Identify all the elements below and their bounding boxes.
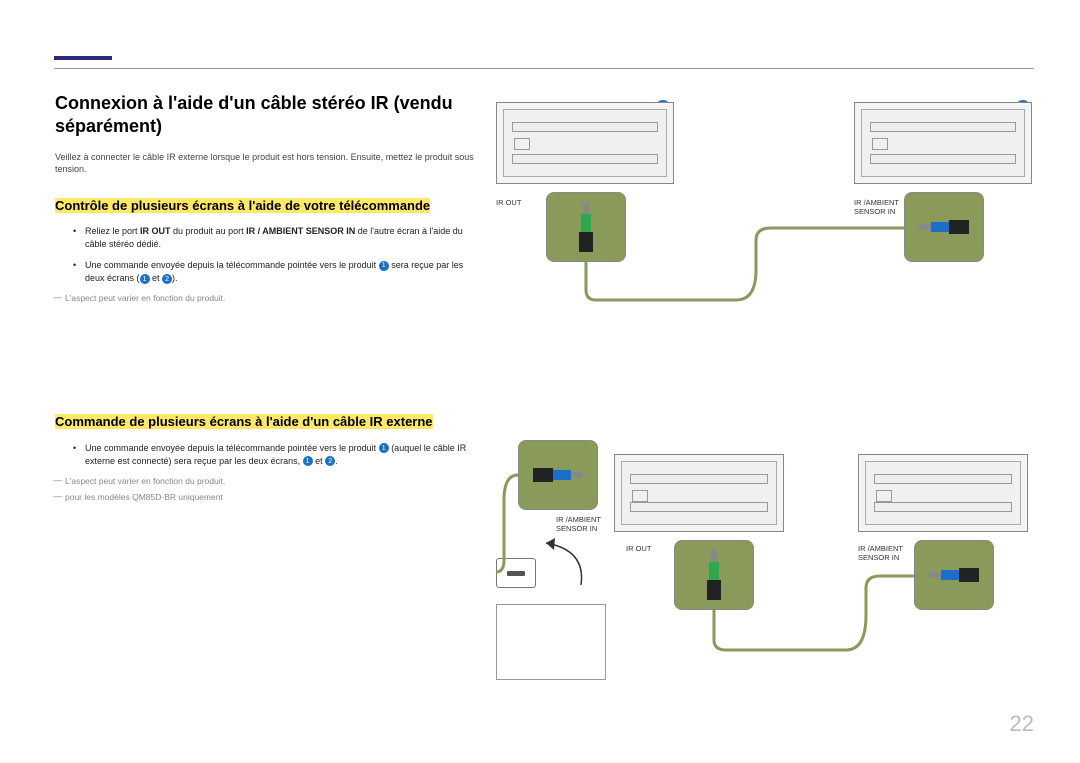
section1-item-2: Une commande envoyée depuis la télécomma… (73, 259, 485, 285)
diagram-2: 1 2 IR /AMBIENT SENSOR IN IR OUT IR /AMB… (496, 440, 1036, 700)
header-divider (54, 68, 1034, 69)
badge-2-icon: 2 (325, 456, 335, 466)
section2-heading: Commande de plusieurs écrans à l'aide d'… (55, 413, 485, 431)
section2-footnote-2: pour les modèles QM85D-BR uniquement (55, 492, 485, 502)
cable-2 (496, 440, 1036, 680)
cable-1 (496, 100, 1036, 310)
section2-list: Une commande envoyée depuis la télécomma… (55, 442, 485, 468)
section1-heading: Contrôle de plusieurs écrans à l'aide de… (55, 197, 485, 215)
text-column: Connexion à l'aide d'un câble stéréo IR … (55, 92, 485, 502)
intro-note: Veillez à connecter le câble IR externe … (55, 151, 485, 175)
page-title: Connexion à l'aide d'un câble stéréo IR … (55, 92, 485, 139)
badge-2-icon: 2 (162, 274, 172, 284)
section1-item-1: Reliez le port IR OUT du produit au port… (73, 225, 485, 251)
badge-1-icon: 1 (140, 274, 150, 284)
badge-1-icon: 1 (303, 456, 313, 466)
badge-1-icon: 1 (379, 443, 389, 453)
section1-list: Reliez le port IR OUT du produit au port… (55, 225, 485, 285)
header-rule (54, 56, 112, 60)
diagram-1: 1 2 IR OUT IR /AMBIENT SENSOR IN (496, 100, 1036, 310)
section2-item-1: Une commande envoyée depuis la télécomma… (73, 442, 485, 468)
section2-footnote-1: L'aspect peut varier en fonction du prod… (55, 476, 485, 486)
section1-footnote: L'aspect peut varier en fonction du prod… (55, 293, 485, 303)
badge-1-icon: 1 (379, 261, 389, 271)
page-number: 22 (1010, 711, 1034, 737)
